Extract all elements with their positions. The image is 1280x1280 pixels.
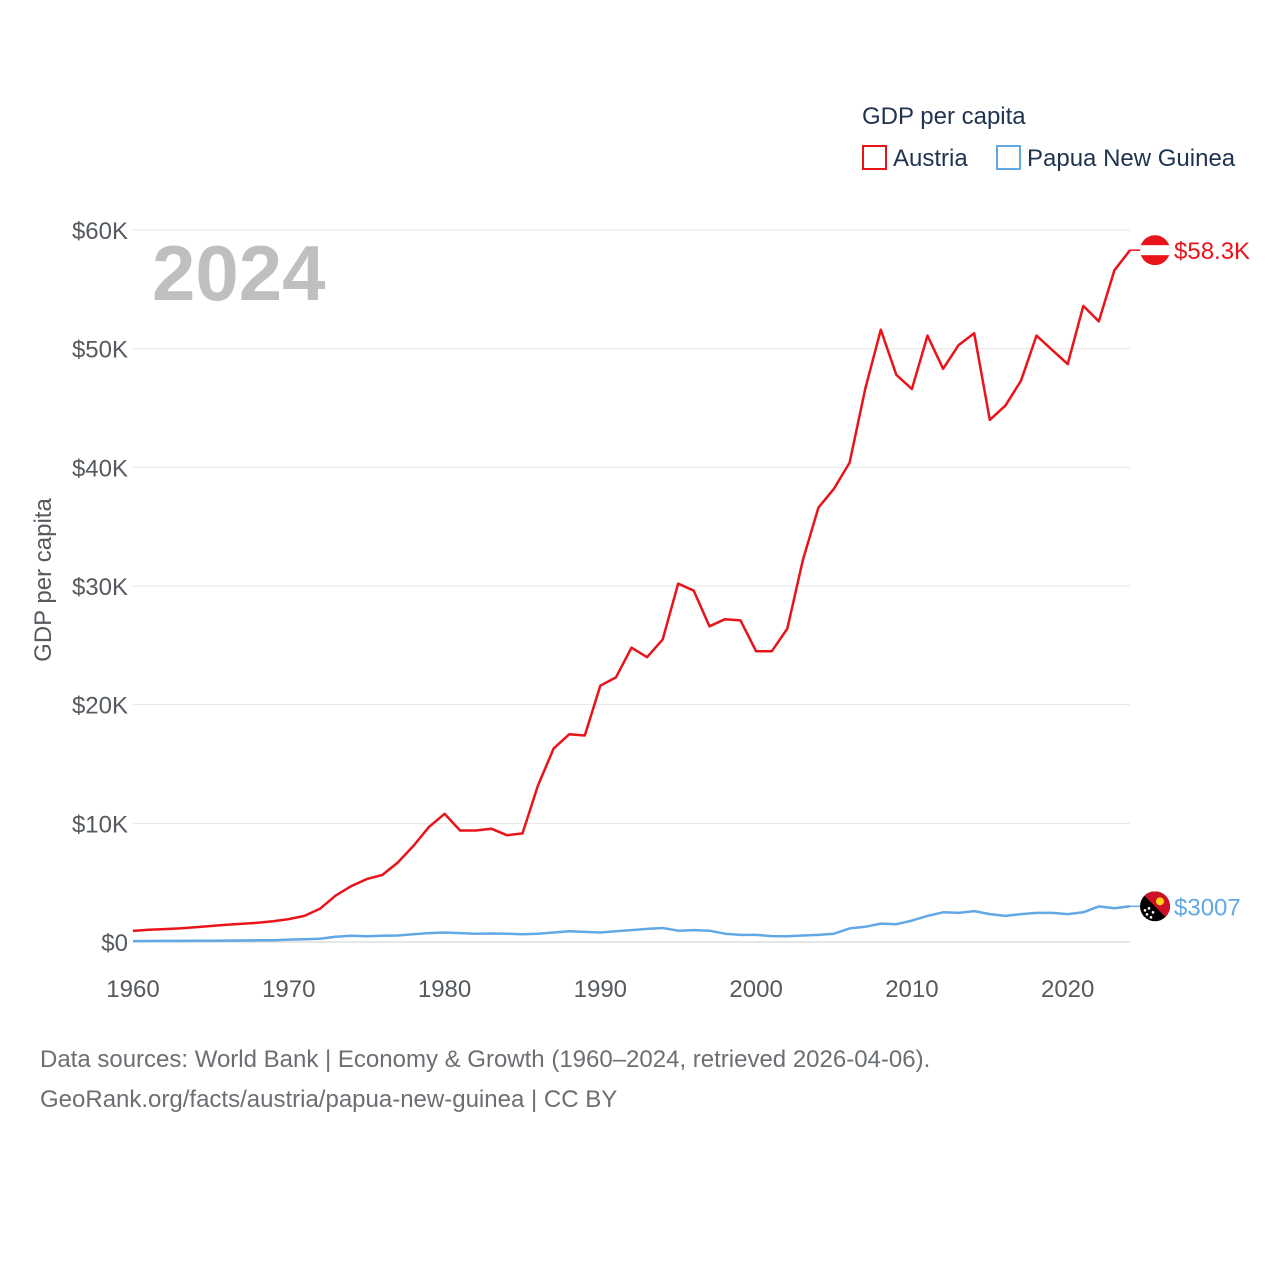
- legend-label-austria[interactable]: Austria: [893, 145, 968, 172]
- end-markers: $58.3K $3007: [1130, 235, 1250, 922]
- austria-flag-icon: [1140, 235, 1170, 266]
- x-tick-label: 1970: [262, 976, 315, 1003]
- x-tick-label: 2020: [1041, 976, 1094, 1003]
- end-value-label-austria: $58.3K: [1174, 238, 1250, 265]
- end-value-label-papua-new-guinea: $3007: [1174, 894, 1241, 921]
- footer-link[interactable]: GeoRank.org/facts/austria/papua-new-guin…: [40, 1086, 618, 1113]
- x-tick-label: 1990: [574, 976, 627, 1003]
- legend-swatch-austria[interactable]: [862, 145, 887, 170]
- papua-new-guinea-flag-icon: [1140, 891, 1170, 922]
- year-label: 2024: [152, 229, 326, 317]
- series-lines: [132, 249, 1131, 943]
- legend: GDP per capita Austria Papua New Guinea: [862, 103, 1236, 172]
- legend-swatch-papua-new-guinea[interactable]: [996, 145, 1021, 170]
- legend-title: GDP per capita: [862, 103, 1026, 130]
- series-line-papua-new-guinea: [132, 905, 1131, 943]
- series-line-austria: [132, 249, 1131, 933]
- y-tick-label: $10K: [72, 811, 128, 838]
- y-axis-ticks: $0 $10K $20K $30K $40K $50K $60K: [72, 218, 128, 957]
- y-axis-label: GDP per capita: [30, 498, 57, 662]
- gridlines: [133, 229, 1130, 943]
- y-tick-label: $20K: [72, 693, 128, 720]
- y-tick-label: $30K: [72, 574, 128, 601]
- y-tick-label: $50K: [72, 337, 128, 364]
- x-axis-ticks: 1960 1970 1980 1990 2000 2010 2020: [106, 976, 1094, 1003]
- x-tick-label: 2010: [885, 976, 938, 1003]
- y-tick-label: $60K: [72, 218, 128, 245]
- x-tick-label: 1980: [418, 976, 471, 1003]
- y-tick-label: $40K: [72, 455, 128, 482]
- footer-sources: Data sources: World Bank | Economy & Gro…: [40, 1046, 931, 1073]
- y-tick-label: $0: [101, 930, 128, 957]
- legend-label-papua-new-guinea[interactable]: Papua New Guinea: [1027, 145, 1236, 172]
- x-tick-label: 2000: [729, 976, 782, 1003]
- x-tick-label: 1960: [106, 976, 159, 1003]
